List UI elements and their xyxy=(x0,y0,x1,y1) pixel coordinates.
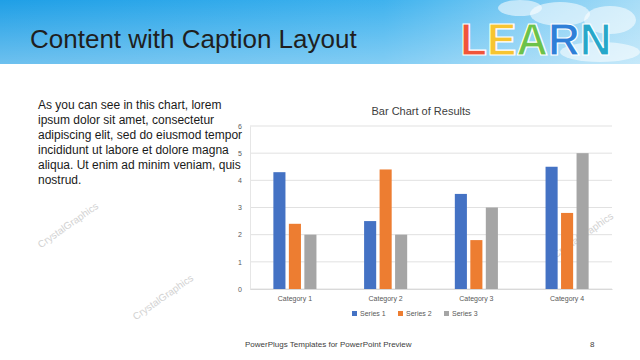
page-number: 8 xyxy=(590,340,595,349)
bar xyxy=(289,224,301,289)
bar xyxy=(395,235,407,289)
bars xyxy=(273,153,588,289)
y-tick: 0 xyxy=(238,286,250,293)
logo: LEARN xyxy=(460,15,612,64)
legend-swatch xyxy=(352,311,357,316)
bar xyxy=(273,172,285,289)
grid-line xyxy=(250,234,612,235)
y-axis: 0123456 xyxy=(238,123,250,293)
bar xyxy=(455,194,467,289)
bar xyxy=(577,153,589,289)
y-tick-label: 3 xyxy=(238,204,242,211)
legend-swatch xyxy=(444,311,449,316)
bar xyxy=(470,240,482,289)
x-axis: Category 1 Category 2 Category 3 Category 4 xyxy=(251,289,613,303)
x-tick: Category 2 xyxy=(369,289,403,303)
logo-letter: E xyxy=(487,15,516,64)
x-tick: Category 1 xyxy=(278,289,312,303)
y-tick-label: 5 xyxy=(238,150,242,157)
watermark: CrystalGraphics xyxy=(131,272,196,322)
bar xyxy=(546,167,558,289)
slide-title: Content with Caption Layout xyxy=(30,24,357,54)
y-tick: 2 xyxy=(238,231,250,238)
caption: As you can see in this chart, lorem ipsu… xyxy=(38,98,243,188)
grid-line xyxy=(250,207,612,208)
legend-swatch xyxy=(398,311,403,316)
bar xyxy=(304,235,316,289)
grid-line xyxy=(250,261,612,262)
legend-label: Series 3 xyxy=(452,310,478,317)
legend-item: Series 2 xyxy=(398,310,432,317)
y-tick-label: 1 xyxy=(238,259,242,266)
logo-letter: L xyxy=(460,15,487,64)
x-tick: Category 4 xyxy=(550,289,584,303)
y-tick-label: 4 xyxy=(238,177,242,184)
y-tick: 4 xyxy=(238,177,250,184)
x-tick-label: Category 1 xyxy=(278,295,312,303)
grid-line xyxy=(250,126,612,127)
grid xyxy=(250,126,612,289)
cloud xyxy=(498,0,542,16)
logo-letter: R xyxy=(548,15,580,64)
bar xyxy=(486,208,498,290)
legend-item: Series 1 xyxy=(352,310,386,317)
y-tick: 3 xyxy=(238,204,250,211)
logo-letter: N xyxy=(580,15,612,64)
slide-canvas: Content with Caption Layout LEARN CrystalG… xyxy=(0,0,640,360)
bar xyxy=(561,213,573,289)
bar xyxy=(364,221,376,289)
x-tick-label: Category 3 xyxy=(459,295,493,303)
x-tick: Category 3 xyxy=(459,289,493,303)
x-axis-line xyxy=(251,289,613,290)
y-tick: 5 xyxy=(238,150,250,157)
bar xyxy=(380,169,392,289)
legend-item: Series 3 xyxy=(444,310,478,317)
x-tick-label: Category 4 xyxy=(550,295,584,303)
background xyxy=(0,0,640,360)
grid-line xyxy=(250,180,612,181)
legend: Series 1 Series 2 Series 3 xyxy=(352,310,478,317)
watermark: CrystalGraphics xyxy=(36,200,101,250)
y-tick-label: 0 xyxy=(238,286,242,293)
legend-label: Series 1 xyxy=(360,310,386,317)
y-tick-label: 2 xyxy=(238,231,242,238)
logo-letter: A xyxy=(516,15,548,64)
footer: PowerPlugs Templates for PowerPoint Prev… xyxy=(245,340,412,349)
header-shade xyxy=(0,0,640,64)
slide: Content with Caption Layout LEARN CrystalG… xyxy=(0,0,640,360)
grid-line xyxy=(250,289,612,290)
x-tick-label: Category 2 xyxy=(369,295,403,303)
legend-label: Series 2 xyxy=(406,310,432,317)
chart-title: Bar Chart of Results xyxy=(371,105,471,117)
grid-line xyxy=(250,153,612,154)
chart: Bar Chart of Results0123456Category 1Cat… xyxy=(238,105,612,317)
y-tick: 1 xyxy=(238,259,250,266)
header-band xyxy=(0,0,640,64)
y-axis-line xyxy=(250,127,251,290)
